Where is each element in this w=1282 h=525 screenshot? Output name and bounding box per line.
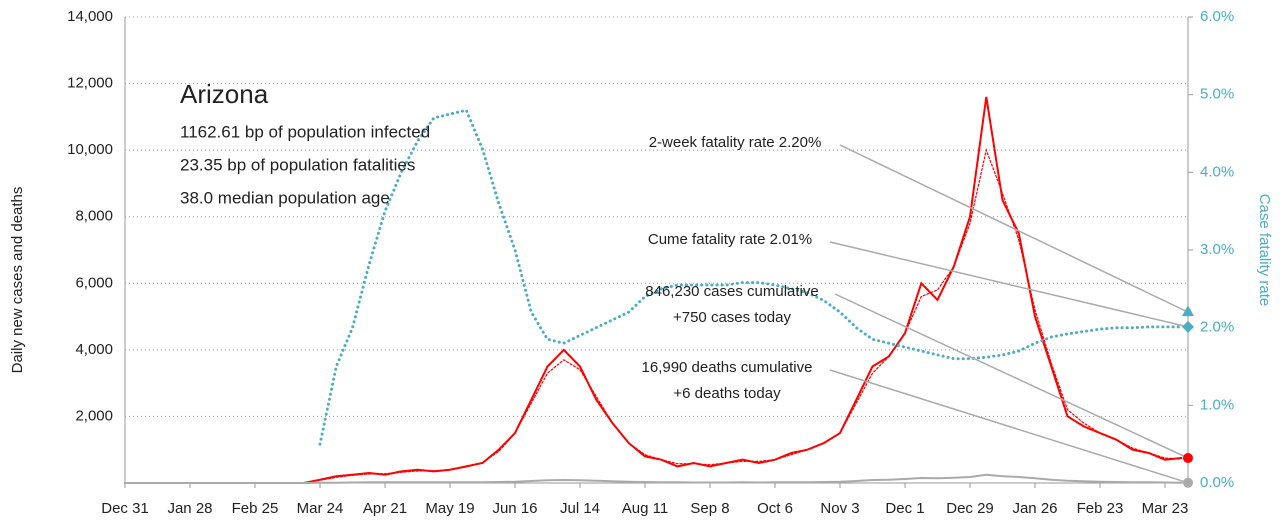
y-tick-label: 12,000 (67, 75, 113, 92)
x-tick-label: Nov 3 (820, 500, 859, 517)
info-line: 23.35 bp of population fatalities (180, 155, 415, 174)
series-line (124, 473, 1183, 484)
y-tick-label: 2,000 (75, 407, 113, 424)
callout-text: 846,230 cases cumulative (645, 283, 818, 300)
y-axis-label: Daily new cases and deaths (9, 187, 26, 374)
callout-leader (834, 293, 1189, 459)
x-tick-label: Sep 8 (690, 500, 729, 517)
callout-leader (829, 369, 1189, 484)
callout-text: Cume fatality rate 2.01% (648, 231, 812, 248)
callout-marker (1182, 320, 1194, 333)
callout-leader (839, 144, 1189, 313)
y-tick-label: 4,000 (75, 341, 113, 358)
x-tick-label: Jun 16 (492, 500, 537, 517)
x-tick-label: Dec 29 (946, 500, 994, 517)
info-title: Arizona (180, 79, 269, 109)
x-tick-label: Aug 11 (622, 500, 668, 517)
y2-tick-label: 2.0% (1200, 319, 1234, 336)
info-line: 38.0 median population age (180, 188, 390, 207)
x-tick-label: Mar 23 (1142, 500, 1189, 517)
x-tick-label: Jan 26 (1012, 500, 1057, 517)
callout-marker (1183, 477, 1193, 488)
x-tick-label: Dec 31 (101, 500, 149, 517)
x-tick-label: May 19 (425, 500, 474, 517)
y-tick-label: 14,000 (67, 8, 113, 25)
x-tick-label: Dec 1 (885, 500, 924, 517)
callout-text: +6 deaths today (673, 385, 781, 402)
series-line (318, 108, 1183, 446)
x-tick-label: Apr 21 (363, 500, 407, 517)
x-tick-label: Oct 6 (757, 500, 793, 517)
x-tick-label: Mar 24 (297, 500, 344, 517)
y2-tick-label: 4.0% (1200, 163, 1234, 180)
callout-marker (1183, 453, 1193, 464)
x-tick-label: Feb 25 (232, 500, 279, 517)
y-tick-label: 10,000 (67, 141, 113, 158)
x-tick-label: Feb 23 (1077, 500, 1124, 517)
y2-tick-label: 1.0% (1200, 396, 1234, 413)
y2-tick-label: 6.0% (1200, 8, 1234, 25)
callout-marker (1182, 305, 1194, 317)
y-tick-label: 6,000 (75, 274, 113, 291)
x-tick-label: Jan 28 (167, 500, 212, 517)
callout-text: 2-week fatality rate 2.20% (649, 134, 822, 151)
callout-leader (829, 241, 1189, 328)
info-line: 1162.61 bp of population infected (180, 122, 430, 141)
callout-text: +750 cases today (673, 309, 792, 326)
y2-tick-label: 0.0% (1200, 474, 1234, 491)
y2-axis-label: Case fatality rate (1256, 194, 1273, 307)
y-tick-label: 8,000 (75, 208, 113, 225)
x-tick-label: Jul 14 (560, 500, 600, 517)
y2-tick-label: 5.0% (1200, 86, 1234, 103)
y2-tick-label: 3.0% (1200, 241, 1234, 258)
callout-text: 16,990 deaths cumulative (642, 359, 813, 376)
